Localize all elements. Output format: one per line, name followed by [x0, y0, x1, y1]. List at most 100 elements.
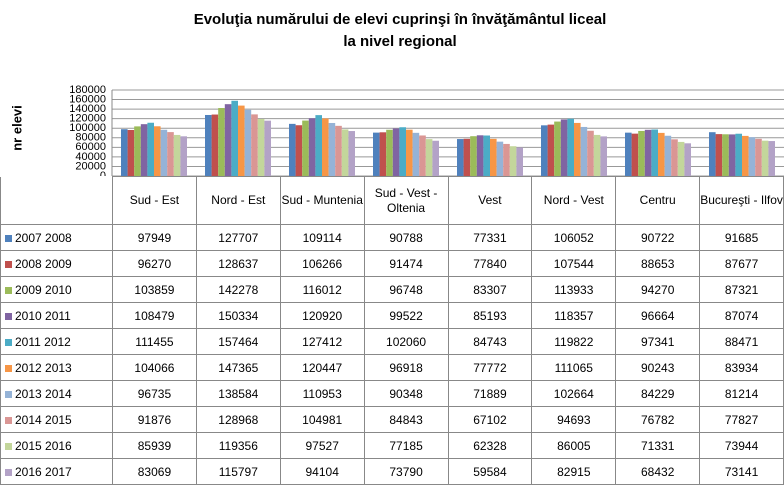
- value-cell: 82915: [531, 458, 617, 485]
- value-cell-text: 84743: [473, 334, 507, 349]
- y-tick-label: 80000: [75, 132, 106, 144]
- value-cell-text: 127412: [302, 334, 343, 349]
- legend-swatch: [5, 260, 12, 268]
- value-cell-text: 120920: [302, 308, 343, 323]
- y-tick-label: 180000: [69, 84, 106, 96]
- bar: [348, 131, 355, 176]
- value-cell: 120920: [279, 302, 365, 329]
- value-cell: 147365: [195, 354, 281, 381]
- bar: [147, 122, 154, 176]
- value-cell: 107544: [531, 250, 617, 277]
- bar: [419, 135, 426, 176]
- value-cell: 68432: [615, 458, 701, 485]
- value-cell-text: 88653: [641, 256, 675, 271]
- value-cell-text: 116012: [302, 282, 342, 297]
- legend-entry: 2016 2017: [0, 458, 113, 485]
- y-tick-label: 120000: [69, 113, 106, 125]
- legend-entry: 2013 2014: [0, 380, 113, 407]
- legend-swatch: [5, 338, 12, 346]
- data-table: Sud - Est Nord - Est Sud - Muntenia Sud - V…: [0, 176, 784, 485]
- category-label: Sud - Vest - Oltenia: [363, 176, 449, 225]
- value-cell: 87677: [699, 250, 784, 277]
- bar: [160, 129, 168, 176]
- value-cell-text: 87677: [724, 256, 759, 271]
- bar: [154, 126, 161, 176]
- bar: [315, 115, 322, 176]
- value-cell-text: 108479: [134, 308, 175, 323]
- bar: [567, 118, 574, 176]
- bar: [257, 118, 265, 176]
- value-cell-text: 127707: [218, 230, 259, 245]
- bar: [224, 104, 232, 176]
- legend-entry: 2008 2009: [0, 250, 113, 277]
- value-cell-text: 88471: [724, 334, 759, 349]
- value-cell-text: 83307: [473, 282, 507, 297]
- y-tick-label: 60000: [75, 141, 106, 153]
- value-cell-text: 77840: [473, 256, 507, 271]
- bar: [587, 130, 594, 176]
- value-cell: 106052: [531, 224, 617, 251]
- value-cell: 62328: [447, 432, 533, 459]
- value-cell: 99522: [363, 302, 449, 329]
- y-tick-label: 100000: [69, 122, 106, 134]
- value-cell-text: 104981: [302, 412, 343, 427]
- bar: [308, 118, 316, 176]
- value-cell-text: 87321: [724, 282, 759, 297]
- value-cell-text: 138584: [218, 386, 259, 401]
- value-cell-text: 90788: [389, 230, 423, 245]
- value-cell-text: 76782: [641, 412, 675, 427]
- value-cell: 111455: [112, 328, 197, 355]
- category-label-text: Bucureşti - Ilfov: [700, 193, 783, 207]
- corner-cell: [0, 176, 113, 225]
- value-cell: 77772: [447, 354, 533, 381]
- value-cell-text: 99522: [389, 308, 423, 323]
- bar: [432, 140, 439, 176]
- value-cell: 94104: [279, 458, 365, 485]
- table-row: 2009 2010 103859 142278 116012 96748 83307 113…: [0, 276, 784, 303]
- value-cell: 138584: [195, 380, 281, 407]
- value-cell-text: 91685: [724, 230, 759, 245]
- table-row: 2014 2015 91876 128968 104981 84843 67102 9469…: [0, 406, 784, 433]
- bar: [457, 139, 464, 176]
- value-cell: 77840: [447, 250, 533, 277]
- bar: [140, 124, 148, 176]
- value-cell-text: 91876: [137, 412, 172, 427]
- y-tick-label: 0: [100, 170, 106, 176]
- bar: [264, 120, 271, 176]
- bar: [425, 139, 433, 176]
- legend-entry: 2012 2013: [0, 354, 113, 381]
- value-cell: 104981: [279, 406, 365, 433]
- value-cell-text: 103859: [134, 282, 175, 297]
- category-label-text: Sud - Muntenia: [281, 193, 363, 207]
- value-cell-text: 111065: [554, 360, 593, 375]
- legend-label: 2016 2017: [15, 464, 72, 479]
- legend-label: 2007 2008: [15, 230, 72, 245]
- bar: [412, 132, 420, 176]
- value-cell: 102060: [363, 328, 449, 355]
- category-label-text: Vest: [478, 193, 502, 207]
- legend-label: 2009 2010: [15, 282, 72, 297]
- legend-label: 2014 2015: [15, 412, 72, 427]
- legend-swatch: [5, 234, 12, 242]
- legend-entry: 2015 2016: [0, 432, 113, 459]
- category-label-text: Sud - Vest - Oltenia: [374, 185, 438, 215]
- value-cell: 118357: [531, 302, 617, 329]
- bar: [173, 134, 181, 176]
- bar: [735, 133, 742, 176]
- value-cell-text: 84229: [641, 386, 675, 401]
- bar: [341, 129, 349, 176]
- table-row: 2012 2013 104066 147365 120447 96918 77772 111…: [0, 354, 784, 381]
- bar: [709, 132, 716, 176]
- value-cell-text: 102664: [553, 386, 594, 401]
- value-cell-text: 109114: [302, 230, 342, 245]
- value-cell: 97949: [112, 224, 197, 251]
- value-cell-text: 71889: [473, 386, 507, 401]
- table-row: 2010 2011 108479 150334 120920 99522 85193 118…: [0, 302, 784, 329]
- value-cell-text: 96918: [389, 360, 423, 375]
- bar: [728, 134, 736, 176]
- value-cell: 128637: [195, 250, 281, 277]
- value-cell-text: 77331: [473, 230, 507, 245]
- value-cell: 83307: [447, 276, 533, 303]
- value-cell: 90348: [363, 380, 449, 407]
- value-cell-text: 110953: [302, 386, 342, 401]
